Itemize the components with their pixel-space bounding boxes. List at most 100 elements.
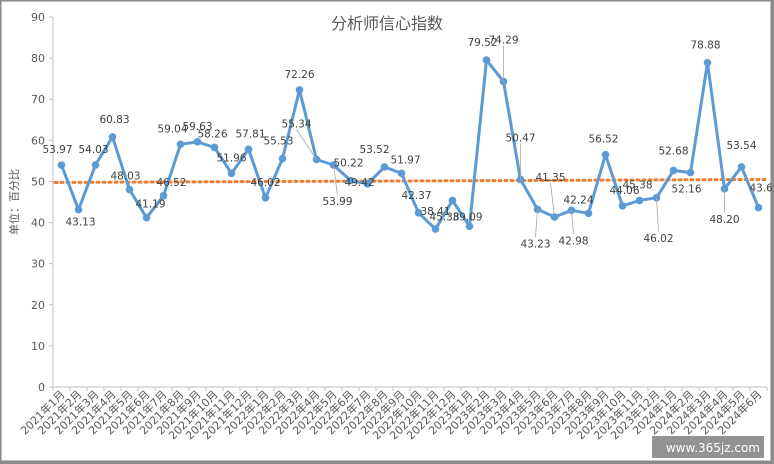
data-point [176, 140, 185, 149]
leader-line [550, 182, 555, 218]
data-point [193, 138, 202, 146]
data-point [618, 202, 627, 210]
data-labels: 53.97 43.13 54.03 60.83 48.03 41.19 46.52 59.04… [42, 35, 772, 251]
data-label: 41.35 [535, 172, 565, 184]
y-tick-label: 50 [31, 175, 45, 188]
data-point [244, 145, 253, 154]
y-tick-label: 0 [38, 381, 45, 394]
data-point [125, 185, 134, 194]
data-point [346, 176, 355, 185]
data-point [142, 213, 151, 222]
watermark: www.365jz.com [665, 441, 760, 455]
data-label: 41.19 [135, 199, 165, 211]
data-label: 59.04 [157, 123, 187, 135]
y-tick-label: 40 [31, 217, 45, 230]
axes: 01020304050607080902021年1月2021年2月2021年3月… [17, 11, 768, 442]
data-label: 51.96 [216, 152, 246, 164]
data-point [210, 143, 219, 152]
data-point [703, 58, 712, 67]
watermark-band [652, 436, 764, 458]
data-point [431, 225, 440, 233]
data-point [754, 203, 763, 212]
data-point [108, 133, 117, 141]
series-line [60, 58, 760, 231]
data-point [584, 209, 593, 218]
y-tick-label: 60 [31, 134, 45, 147]
data-label: 51.97 [390, 154, 420, 166]
data-label: 43.13 [65, 217, 95, 229]
data-label: 46.52 [156, 177, 186, 189]
data-point [295, 86, 304, 94]
data-point [57, 161, 66, 169]
data-point [414, 209, 423, 217]
data-point [448, 196, 457, 205]
data-label: 42.98 [558, 235, 588, 247]
data-label: 79.52 [467, 37, 497, 49]
data-label: 78.88 [690, 40, 720, 52]
data-label: 60.83 [99, 114, 129, 126]
y-axis-label: 单位：百分比 [7, 169, 21, 235]
data-point [397, 169, 406, 178]
data-point [278, 154, 287, 163]
leader-line [333, 164, 338, 196]
leader-line [535, 209, 538, 238]
data-label: 48.20 [709, 214, 739, 226]
y-tick-label: 10 [31, 340, 45, 353]
y-tick-label: 30 [31, 258, 45, 271]
data-label: 46.02 [250, 177, 280, 189]
reference-line-group [53, 177, 769, 184]
data-label: 57.81 [235, 128, 265, 140]
data-point [482, 56, 491, 64]
leader-line [296, 129, 317, 160]
data-label: 74.29 [488, 35, 518, 47]
y-tick-label: 80 [31, 52, 45, 65]
data-label: 56.52 [588, 134, 618, 146]
data-label: 49.42 [344, 177, 374, 189]
data-point [74, 205, 83, 214]
data-point [465, 222, 474, 231]
data-label: 43.23 [520, 238, 550, 250]
data-label: 43.63 [749, 183, 772, 195]
data-label: 42.24 [563, 194, 593, 206]
data-label: 45.38 [429, 211, 459, 223]
data-label: 58.26 [197, 128, 227, 140]
data-label: 55.53 [263, 136, 293, 148]
data-point [159, 191, 168, 200]
data-point [91, 161, 100, 169]
y-tick-label: 90 [31, 11, 45, 24]
data-label: 39.09 [452, 211, 482, 223]
data-point [635, 196, 644, 205]
data-label: 48.03 [110, 171, 140, 183]
data-label: 53.99 [322, 196, 352, 208]
data-label: 59.63 [182, 121, 212, 133]
leader-line [571, 210, 574, 235]
data-point [669, 166, 678, 175]
data-label: 46.02 [643, 233, 673, 245]
y-tick-label: 20 [31, 299, 45, 312]
data-label: 53.54 [726, 140, 756, 152]
data-point [601, 150, 610, 159]
data-label: 52.68 [658, 145, 688, 157]
data-label: 45.38 [622, 179, 652, 191]
reference-line [53, 177, 769, 184]
data-point [363, 180, 372, 188]
leader-line [656, 197, 659, 232]
y-tick-label: 70 [31, 93, 45, 106]
data-point [227, 169, 236, 178]
data-label: 50.47 [505, 133, 535, 145]
data-label: 52.16 [671, 184, 701, 196]
data-label: 44.06 [609, 185, 639, 197]
data-label: 53.52 [359, 144, 389, 156]
data-label: 42.37 [401, 190, 431, 202]
data-point [686, 168, 695, 177]
data-point [261, 194, 270, 202]
data-label: 38.41 [420, 206, 450, 218]
data-label: 54.03 [78, 144, 108, 156]
data-label: 55.34 [281, 118, 311, 130]
series-group [57, 56, 763, 233]
chart-title: 分析师信心指数 [331, 14, 443, 33]
data-label: 53.97 [42, 144, 72, 156]
data-label: 72.26 [284, 69, 314, 81]
